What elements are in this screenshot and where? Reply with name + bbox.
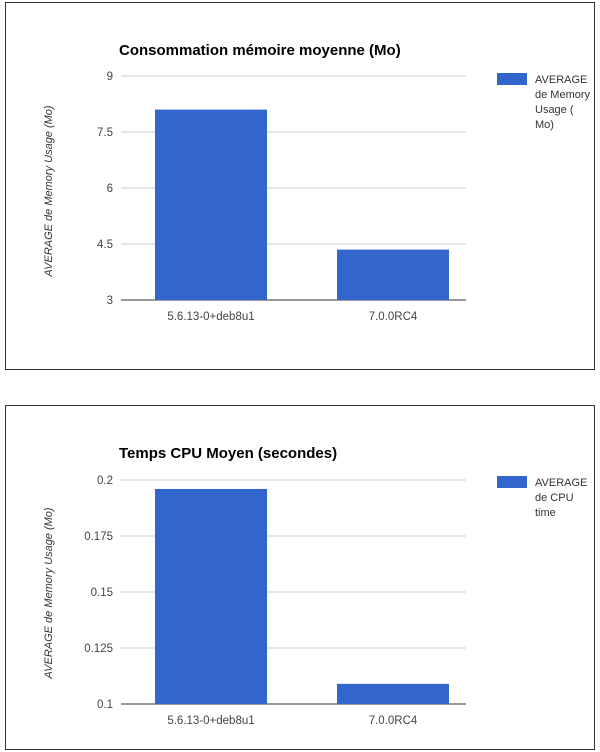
legend: AVERAGE de Memory Usage (Mo) [497, 73, 591, 131]
y-tick-label: 3 [107, 295, 113, 307]
legend-entry: AVERAGE de CPU time [535, 477, 587, 519]
x-tick-labels: 5.6.13-0+deb8u1 7.0.0RC4 [167, 311, 418, 323]
bar [337, 683, 449, 704]
legend-swatch [497, 476, 527, 488]
y-tick-label: 9 [107, 71, 113, 83]
y-tick-label: 0.125 [84, 643, 113, 655]
bar [337, 249, 449, 300]
y-axis-label: AVERAGE de Memory Usage (Mo) [43, 105, 55, 278]
y-axis-label: AVERAGE de Memory Usage (Mo) [43, 507, 55, 680]
x-tick-label: 7.0.0RC4 [369, 715, 418, 727]
bar [155, 109, 267, 300]
y-tick-labels: 0.1 0.125 0.15 0.175 0.2 [84, 475, 113, 711]
bar [155, 488, 267, 704]
legend-entry: AVERAGE de Memory Usage (Mo) [535, 74, 591, 131]
memory-chart: Consommation mémoire moyenne (Mo) 3 4.5 6 7… [43, 42, 591, 323]
bars [155, 488, 449, 704]
x-tick-label: 7.0.0RC4 [369, 311, 418, 323]
x-tick-labels: 5.6.13-0+deb8u1 7.0.0RC4 [167, 715, 418, 727]
x-tick-label: 5.6.13-0+deb8u1 [167, 311, 254, 323]
y-tick-label: 7.5 [97, 127, 113, 139]
cpu-chart: Temps CPU Moyen (secondes) 0.10.1250.150… [43, 445, 587, 727]
legend-swatch [497, 73, 527, 85]
chart-title: Consommation mémoire moyenne (Mo) [119, 42, 401, 59]
y-tick-label: 4.5 [97, 239, 113, 251]
y-tick-labels: 3 4.5 6 7.5 9 [97, 71, 113, 307]
y-tick-label: 6 [107, 183, 113, 195]
y-tick-label: 0.2 [97, 475, 113, 487]
y-tick-label: 0.1 [97, 699, 113, 711]
cpu-chart-panel: Temps CPU Moyen (secondes) 0.1 0.125 0.15 0… [5, 405, 595, 750]
x-tick-label: 5.6.13-0+deb8u1 [167, 715, 254, 727]
y-tick-label: 0.15 [91, 587, 113, 599]
memory-chart-panel: Consommation mémoire moyenne (Mo) 3 4.5 6 7… [5, 2, 595, 370]
y-tick-label: 0.175 [84, 531, 113, 543]
bars [155, 109, 449, 300]
legend: AVERAGE de CPU time [497, 476, 587, 519]
chart-title: Temps CPU Moyen (secondes) [119, 445, 337, 462]
